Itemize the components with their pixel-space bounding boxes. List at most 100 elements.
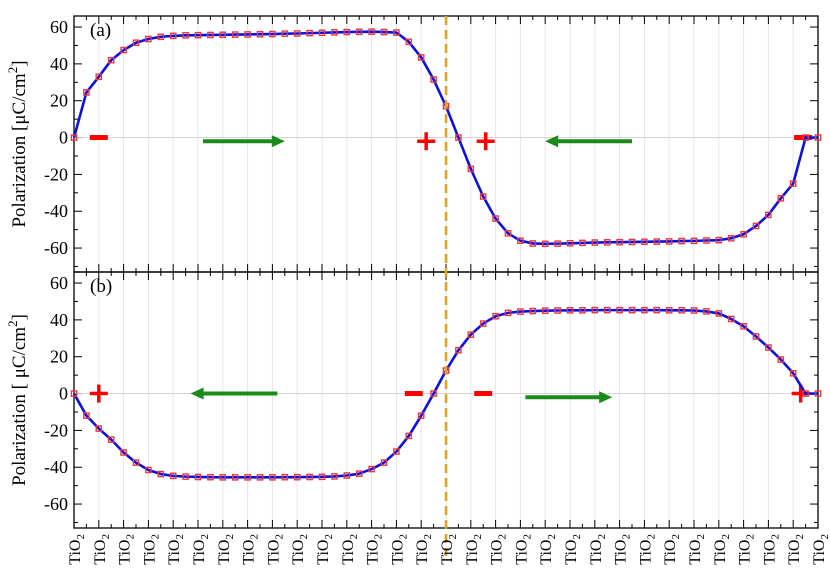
y-tick-label: 40 xyxy=(50,54,68,74)
data-point xyxy=(318,29,326,37)
data-point xyxy=(355,470,363,477)
data-point xyxy=(703,237,710,244)
data-point xyxy=(752,333,760,340)
data-point xyxy=(579,307,586,314)
x-tick-label: TiO2 xyxy=(265,534,285,565)
y-tick-label: -60 xyxy=(44,238,68,258)
x-tick-label: TiO2 xyxy=(141,534,161,565)
data-point xyxy=(219,31,227,39)
data-point xyxy=(145,35,152,43)
data-point xyxy=(678,307,685,314)
data-point xyxy=(194,31,202,39)
y-tick-label: 0 xyxy=(59,384,68,404)
data-point xyxy=(343,28,351,36)
data-point xyxy=(455,346,462,354)
y-tick-label: -20 xyxy=(44,164,68,184)
x-tick-label: TiO2 xyxy=(241,534,261,565)
data-point xyxy=(529,307,537,315)
x-tick-label: TiO2 xyxy=(117,534,137,565)
data-point xyxy=(331,473,338,480)
data-point xyxy=(541,240,549,248)
data-point xyxy=(641,306,648,314)
data-point xyxy=(430,390,437,397)
data-point xyxy=(70,390,78,397)
data-point xyxy=(393,448,400,455)
panel-a: -60 -40 -20 0 20 40 60 Polarization [μC/cm2] (a) xyxy=(5,15,822,273)
data-point xyxy=(107,436,115,443)
data-point xyxy=(541,307,549,314)
x-tick-label: TiO2 xyxy=(563,534,583,565)
data-point xyxy=(777,195,785,202)
x-tick-label: TiO2 xyxy=(414,534,434,565)
x-tick-label: TiO2 xyxy=(216,534,236,565)
x-tick-label: TiO2 xyxy=(340,534,360,565)
x-tick-label: TiO2 xyxy=(712,534,732,565)
data-point xyxy=(814,390,822,397)
y-tick-label: 60 xyxy=(50,273,68,293)
y-tick-label: -60 xyxy=(44,494,68,514)
x-tick-label: TiO2 xyxy=(811,534,830,565)
data-point xyxy=(207,31,214,39)
x-tick-label: TiO2 xyxy=(786,534,806,565)
data-point xyxy=(417,54,425,61)
data-point xyxy=(281,473,289,481)
y-tick-label: 0 xyxy=(59,128,68,148)
data-point xyxy=(814,134,822,141)
data-point xyxy=(256,474,264,481)
data-point xyxy=(244,474,251,481)
y-tick-label: -20 xyxy=(44,420,68,440)
data-point xyxy=(653,306,661,314)
data-point xyxy=(789,369,797,377)
data-point xyxy=(355,28,363,36)
data-point xyxy=(727,315,735,323)
panel-label: (a) xyxy=(90,20,111,41)
x-tick-label: TiO2 xyxy=(687,534,707,565)
y-tick-label: -40 xyxy=(44,457,68,477)
data-point xyxy=(789,180,797,187)
data-point xyxy=(132,459,140,466)
data-point xyxy=(603,239,611,246)
data-point xyxy=(269,474,276,481)
x-tick-label: TiO2 xyxy=(365,534,385,565)
data-point xyxy=(293,473,301,481)
data-point xyxy=(554,240,561,247)
data-point xyxy=(603,306,611,314)
data-point xyxy=(740,230,747,238)
data-point xyxy=(306,473,313,481)
polarization-arrow-head xyxy=(599,391,613,404)
x-tick-label: TiO2 xyxy=(513,534,533,565)
data-point xyxy=(765,344,772,351)
data-point xyxy=(231,474,239,481)
data-point xyxy=(132,39,140,47)
data-point xyxy=(331,29,338,36)
data-point xyxy=(455,134,462,141)
data-point xyxy=(393,29,400,36)
data-point xyxy=(70,134,78,141)
x-tick-label: TiO2 xyxy=(538,534,558,565)
data-point xyxy=(678,237,685,245)
data-point xyxy=(802,134,809,141)
y-tick-label: 20 xyxy=(50,91,68,111)
x-tick-label: TiO2 xyxy=(191,534,211,565)
data-point xyxy=(554,307,561,314)
data-point xyxy=(690,237,698,245)
data-point xyxy=(479,193,487,200)
panel-label: (b) xyxy=(90,276,112,297)
data-point xyxy=(752,222,760,230)
data-point xyxy=(566,239,574,247)
data-point xyxy=(430,76,437,83)
data-point xyxy=(194,473,202,481)
x-tick-label: TiO2 xyxy=(315,534,335,565)
data-point xyxy=(343,472,351,479)
data-point xyxy=(628,306,636,314)
data-point xyxy=(157,33,165,41)
x-tick-label: TiO2 xyxy=(166,534,186,565)
data-point xyxy=(479,320,487,327)
x-tick-label: TiO2 xyxy=(92,534,112,565)
data-point xyxy=(182,473,189,480)
x-tick-label: TiO2 xyxy=(637,534,657,565)
x-tick-label: TiO2 xyxy=(662,534,682,565)
data-point xyxy=(157,470,165,478)
data-point xyxy=(628,238,636,246)
